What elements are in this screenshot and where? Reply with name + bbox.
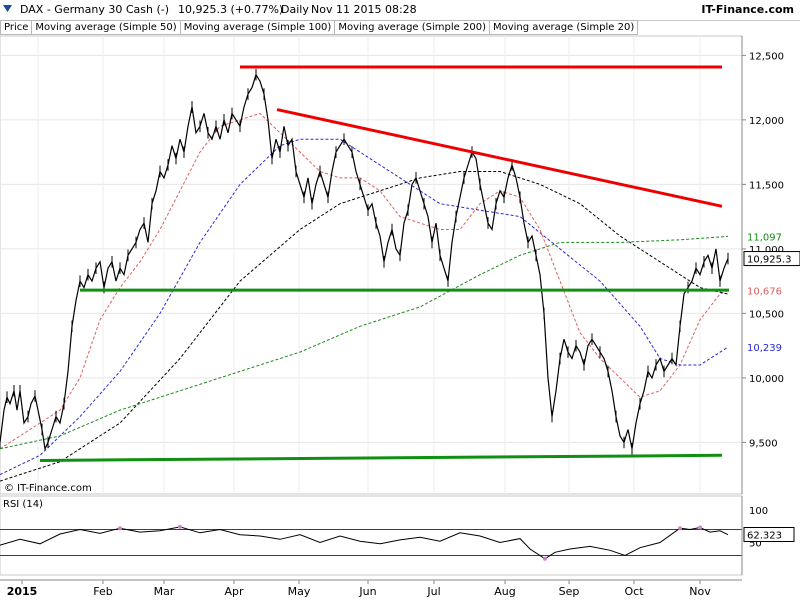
x-tick-label: Nov (689, 585, 711, 598)
ma-line-3 (0, 235, 729, 450)
legend-ma200[interactable]: Moving average (Simple 200) (334, 20, 490, 35)
current-price: 10,925.3 (+0.77%) (178, 3, 284, 16)
datetime-label: Nov 11 2015 08:28 (311, 3, 417, 16)
trendline-1 (276, 108, 723, 208)
x-tick-label: Sep (559, 585, 580, 598)
price-line (0, 73, 729, 451)
y-tick-label: 11,000 (749, 245, 784, 256)
x-tick-label: Mar (154, 585, 175, 598)
moving-averages (0, 112, 729, 482)
y-tick-label: 12,500 (749, 51, 784, 62)
rsi-overbought-mark (118, 526, 122, 531)
ma-line-0 (0, 112, 729, 450)
brand-label: IT-Finance.com (701, 3, 794, 16)
value-labels: 11,097 10,925.3 10,676 10,239 (743, 229, 800, 355)
rsi-overbought-mark (178, 524, 182, 529)
rsi-title: RSI (14) (3, 499, 43, 510)
value-label-1: 10,925.3 (747, 255, 792, 266)
ma-line-2 (0, 171, 729, 482)
y-tick-label: 10,000 (749, 374, 784, 385)
x-tick-label: Apr (224, 585, 244, 598)
x-tick-label: 2015 (7, 585, 38, 598)
value-label-bg (744, 283, 800, 298)
y-tick-label: 11,500 (749, 180, 784, 191)
rsi-overbought-mark (698, 525, 702, 530)
x-tick-label: Oct (624, 585, 644, 598)
time-axis: 2015 Feb Mar Apr May Jun Jul Aug Sep Oct Nov (0, 579, 742, 598)
legend-ma50[interactable]: Moving average (Simple 50) (31, 20, 181, 35)
x-tick-label: Feb (93, 585, 112, 598)
instrument-title: DAX - Germany 30 Cash (-) (20, 3, 170, 16)
rsi-value-box (743, 527, 795, 543)
y-tick-label: 10,500 (749, 309, 784, 320)
price-axis: 12,500 12,000 11,500 11,000 10,500 10,000 9,50… (741, 36, 784, 494)
trendlines (39, 65, 729, 462)
rsi-oversold-mark (543, 556, 547, 561)
trendline-3 (39, 453, 723, 462)
x-tick-label: Jun (358, 585, 376, 598)
value-label-0: 11,097 (747, 232, 782, 243)
rsi-frame (0, 495, 743, 576)
x-tick-label: Aug (494, 585, 515, 598)
title-bar: DAX - Germany 30 Cash (-) 10,925.3 (+0.7… (0, 0, 800, 21)
legend-price[interactable]: Price (0, 20, 33, 35)
rsi-current-value: 62.323 (747, 531, 782, 542)
price-series (0, 68, 729, 455)
period-label: Daily (281, 3, 309, 16)
legend-ma100[interactable]: Moving average (Simple 100) (179, 20, 336, 35)
value-label-2: 10,676 (747, 287, 782, 298)
x-tick-label: Jul (426, 585, 440, 598)
y-tick-label: 9,500 (749, 438, 778, 449)
rsi-tick-label: 50 (749, 539, 762, 550)
x-tick-label: May (288, 585, 311, 598)
rsi-tick-label: 100 (749, 506, 768, 517)
legend-ma20[interactable]: Moving average (Simple 20) (488, 20, 639, 35)
value-label-3: 10,239 (747, 343, 782, 354)
y-tick-label: 12,000 (749, 116, 784, 127)
ma-line-1 (0, 138, 729, 476)
rsi-overbought-mark (678, 526, 682, 531)
value-label-bg (744, 229, 800, 244)
price-grid (0, 35, 743, 495)
watermark: © IT-Finance.com (4, 483, 92, 494)
current-price-box (743, 251, 800, 267)
dropdown-arrow-icon[interactable] (2, 3, 13, 15)
indicator-legend: Price Moving average (Simple 50) Moving … (0, 20, 639, 35)
plot-area (0, 35, 743, 495)
rsi-line (0, 526, 729, 560)
value-label-bg (744, 340, 800, 355)
